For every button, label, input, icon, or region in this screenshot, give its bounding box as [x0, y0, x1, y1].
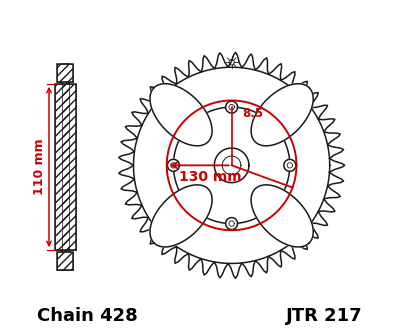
Polygon shape [251, 185, 313, 247]
Text: 130 mm: 130 mm [179, 170, 241, 184]
Bar [62, 64, 69, 270]
Bar [57, 252, 73, 270]
Bar [55, 84, 76, 250]
Polygon shape [168, 159, 179, 171]
Bar [57, 252, 73, 270]
Polygon shape [150, 84, 212, 146]
Text: Chain 428: Chain 428 [37, 307, 138, 325]
Polygon shape [119, 52, 345, 278]
Polygon shape [251, 84, 313, 146]
Bar [57, 64, 73, 82]
Polygon shape [214, 148, 249, 183]
Bar [62, 64, 69, 270]
Polygon shape [150, 185, 212, 247]
Bar [57, 64, 73, 82]
Polygon shape [284, 159, 296, 171]
Text: JTR 217: JTR 217 [286, 307, 363, 325]
Bar [55, 84, 76, 250]
Text: 8.5: 8.5 [242, 107, 263, 120]
Polygon shape [226, 101, 238, 113]
Polygon shape [226, 217, 238, 229]
Text: 110 mm: 110 mm [33, 139, 46, 195]
